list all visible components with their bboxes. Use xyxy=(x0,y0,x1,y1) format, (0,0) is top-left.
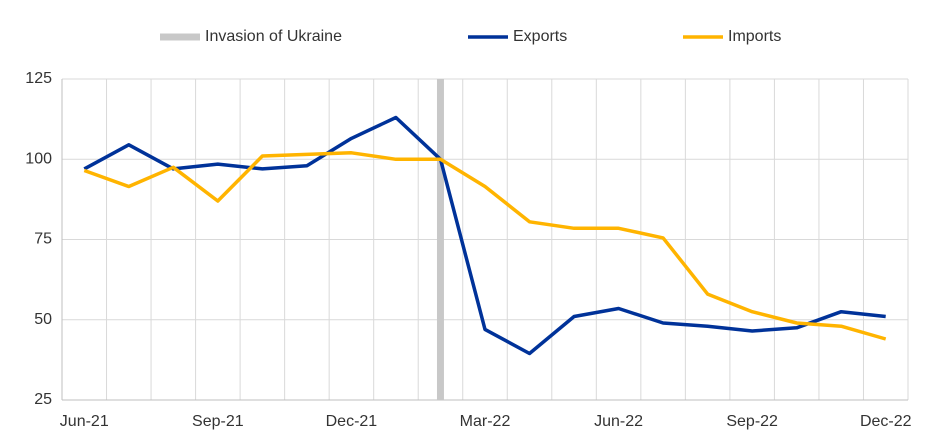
legend-label: Imports xyxy=(728,28,781,45)
x-tick-label: Sep-22 xyxy=(726,413,778,430)
x-tick-label: Jun-21 xyxy=(60,413,109,430)
series-line xyxy=(83,151,887,341)
y-tick-label: 100 xyxy=(25,150,52,167)
legend-label: Exports xyxy=(513,28,567,45)
x-tick-label: Dec-21 xyxy=(326,413,378,430)
y-tick-label: 50 xyxy=(34,311,52,328)
y-tick-label: 75 xyxy=(34,231,52,248)
legend-label: Invasion of Ukraine xyxy=(205,28,342,45)
y-tick-label: 25 xyxy=(34,391,52,408)
x-tick-label: Sep-21 xyxy=(192,413,244,430)
y-tick-label: 125 xyxy=(25,70,52,87)
x-tick-label: Mar-22 xyxy=(460,413,511,430)
x-tick-label: Jun-22 xyxy=(594,413,643,430)
x-tick-label: Dec-22 xyxy=(860,413,912,430)
series-line xyxy=(83,115,886,356)
